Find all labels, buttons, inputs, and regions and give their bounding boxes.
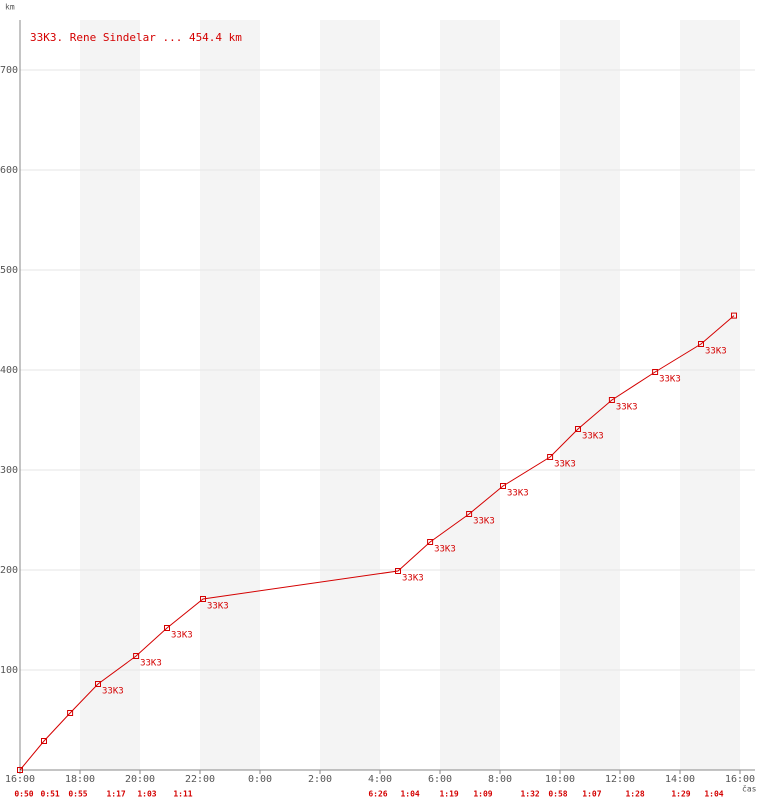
- y-tick-label: 300: [0, 465, 18, 476]
- y-tick-label: 200: [0, 565, 18, 576]
- stripe: [80, 20, 140, 770]
- point-label: 33K3: [434, 545, 456, 555]
- lap-time: 1:19: [439, 790, 458, 799]
- y-tick-label: 600: [0, 165, 18, 176]
- point-label: 33K3: [140, 659, 162, 669]
- point: [652, 369, 659, 375]
- x-tick-label: 10:00: [545, 774, 575, 785]
- point: [95, 681, 101, 687]
- lap-time: 1:03: [137, 790, 156, 799]
- y-tick-label: 500: [0, 265, 18, 276]
- lap-time: 1:11: [173, 790, 192, 799]
- point-label: 33K3: [102, 687, 124, 697]
- x-tick-label: 20:00: [125, 774, 155, 785]
- point: [67, 710, 74, 716]
- x-tick-label: 8:00: [488, 774, 512, 785]
- point: [395, 568, 401, 574]
- lap-time: 1:07: [582, 790, 601, 799]
- stripe: [440, 20, 500, 770]
- x-tick-label: 18:00: [65, 774, 95, 785]
- point: [698, 341, 704, 347]
- point-label: 33K3: [402, 574, 424, 584]
- x-tick-label: 2:00: [308, 774, 332, 785]
- point-label: 33K3: [171, 631, 193, 641]
- point: [133, 653, 140, 659]
- data-line: [19, 315, 735, 771]
- lap-time: 1:29: [671, 790, 690, 799]
- x-tick-label: 12:00: [605, 774, 635, 785]
- lap-time: 1:17: [106, 790, 125, 799]
- point: [17, 767, 23, 773]
- point-label: 33K3: [207, 602, 229, 612]
- point: [427, 539, 434, 545]
- lap-time: 1:09: [473, 790, 492, 799]
- point-label: 33K3: [616, 403, 638, 413]
- lap-time: 1:04: [704, 790, 723, 799]
- lap-time: 0:58: [548, 790, 567, 799]
- lap-time: 0:50: [14, 790, 33, 799]
- point: [608, 397, 615, 403]
- point-label: 33K3: [473, 517, 495, 527]
- point-label: 33K3: [507, 489, 529, 499]
- point: [547, 454, 554, 460]
- y-axis-label: km: [5, 3, 15, 12]
- x-tick-label: 14:00: [665, 774, 695, 785]
- point: [200, 596, 206, 602]
- point: [731, 312, 737, 319]
- point: [41, 738, 47, 744]
- y-tick-label: 700: [0, 65, 18, 76]
- lap-time: 1:32: [520, 790, 539, 799]
- x-tick-label: 6:00: [428, 774, 452, 785]
- x-tick-label: 16:00: [5, 774, 35, 785]
- lap-time: 6:26: [368, 790, 387, 799]
- lap-time: 1:04: [400, 790, 419, 799]
- point-label: 33K3: [659, 375, 681, 385]
- point-label: 33K3: [582, 432, 604, 442]
- stripe: [560, 20, 620, 770]
- x-tick-label: 22:00: [185, 774, 215, 785]
- y-tick-label: 400: [0, 365, 18, 376]
- y-tick-label: 100: [0, 665, 18, 676]
- x-axis-label: čas: [742, 784, 757, 794]
- lap-time: 0:55: [68, 790, 87, 799]
- chart-title: 33K3. Rene Sindelar ... 454.4 km: [30, 31, 242, 44]
- point-label: 33K3: [705, 347, 727, 357]
- lap-time: 0:51: [40, 790, 59, 799]
- x-tick-label: 4:00: [368, 774, 392, 785]
- background: [20, 20, 755, 770]
- point: [575, 426, 581, 432]
- stripe: [680, 20, 740, 770]
- lap-time: 1:28: [625, 790, 644, 799]
- x-tick-label: 16:00: [725, 774, 755, 785]
- point: [466, 511, 473, 517]
- point: [500, 483, 506, 489]
- point: [164, 625, 170, 631]
- stripe: [200, 20, 260, 770]
- x-tick-label: 0:00: [248, 774, 272, 785]
- stripe: [320, 20, 380, 770]
- point-label: 33K3: [554, 460, 576, 470]
